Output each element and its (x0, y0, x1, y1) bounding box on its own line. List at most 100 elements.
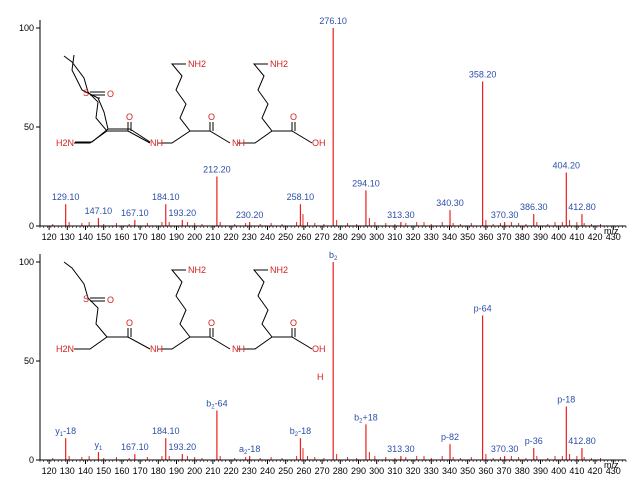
top-x-tick-label: 270 (315, 232, 330, 242)
bottom-x-tick-label: 210 (205, 466, 220, 476)
bottom-peak-label: a2-18 (239, 444, 260, 456)
carbonyl-oxygen-2: O (208, 318, 215, 328)
bottom-x-tick-label: 220 (224, 466, 239, 476)
carboxyl-oh: OH (312, 344, 326, 354)
top-peak-label: 358.20 (469, 69, 497, 79)
top-x-tick-label: 420 (588, 232, 603, 242)
top-x-tick-label: 150 (96, 232, 111, 242)
lysine-amine-1: NH2 (188, 59, 206, 69)
bottom-x-tick-label: 330 (424, 466, 439, 476)
bottom-x-tick-label: 170 (133, 466, 148, 476)
top-peak-label: 294.10 (352, 178, 380, 188)
sidechain-met (63, 261, 108, 338)
bottom-x-tick-label: 150 (96, 466, 111, 476)
bottom-x-tick-label: 120 (42, 466, 57, 476)
bottom-x-tick-label: 240 (260, 466, 275, 476)
top-peak-label: 147.10 (85, 206, 113, 216)
top-y-tick-label: 100 (19, 23, 34, 33)
carboxyl-oh: OH (312, 138, 326, 148)
bottom-x-tick-label: 270 (315, 466, 330, 476)
bottom-peak-label: p-36 (525, 436, 543, 446)
bottom-peptide-structure: S O H2N NH NH O O O OH NH2 NH2 H (56, 261, 326, 382)
bottom-x-tick-label: 190 (169, 466, 184, 476)
top-x-tick-label: 350 (460, 232, 475, 242)
carbonyl-oxygen-3: O (290, 112, 297, 122)
lysine-amine-2: NH2 (270, 265, 288, 275)
top-peak-label: 129.10 (52, 192, 80, 202)
top-peak-label: 412.80 (568, 202, 596, 212)
top-x-tick-label: 300 (369, 232, 384, 242)
carbonyl-bonds (127, 328, 296, 337)
bottom-x-tick-label: 160 (114, 466, 129, 476)
bottom-peak-label: p-82 (441, 432, 459, 442)
sulfoxide-oxygen: O (107, 89, 114, 99)
top-x-tick-label: 240 (260, 232, 275, 242)
bottom-x-tick-label: 180 (151, 466, 166, 476)
top-x-tick-label: 380 (515, 232, 530, 242)
top-peptide-structure: S O H2N NH NH O O O OH NH2 NH2 (56, 54, 326, 148)
bottom-x-tick-label: 360 (478, 466, 493, 476)
bottom-x-tick-label: 350 (460, 466, 475, 476)
backbone-main (74, 336, 313, 350)
amide-nh-2: NH (232, 138, 245, 148)
top-peak-label: 193.20 (169, 208, 197, 218)
top-y-tick-label: 50 (24, 122, 34, 132)
top-x-tick-label: 120 (42, 232, 57, 242)
top-peak-label: 276.10 (319, 16, 347, 26)
hydrogen-label: H (317, 372, 324, 382)
top-x-tick-label: 160 (114, 232, 129, 242)
top-x-tick-label: 310 (387, 232, 402, 242)
bottom-x-tick-label: 280 (333, 466, 348, 476)
bottom-x-tick-label: 250 (278, 466, 293, 476)
top-x-tick-label: 250 (278, 232, 293, 242)
bottom-peak-label: 167.10 (121, 442, 149, 452)
sidechain-lys-2 (252, 269, 273, 338)
bottom-x-tick-label: 380 (515, 466, 530, 476)
top-mz-axis-label: m/z (604, 226, 619, 236)
top-x-tick-label: 190 (169, 232, 184, 242)
n-terminal-amine: H2N (56, 344, 74, 354)
top-peak-label: 167.10 (121, 208, 149, 218)
top-x-tick-label: 290 (351, 232, 366, 242)
top-x-tick-label: 230 (242, 232, 257, 242)
top-x-tick-label: 280 (333, 232, 348, 242)
sidechain-met (63, 55, 108, 132)
sidechain-lys-2 (252, 63, 273, 132)
top-peak-label: 340.30 (436, 198, 464, 208)
bottom-peak-label: b2-18 (290, 426, 311, 438)
top-peak-label: 386.30 (520, 202, 548, 212)
backbone-main (74, 130, 313, 144)
sidechain-lys-1 (170, 269, 191, 338)
bottom-x-tick-label: 400 (551, 466, 566, 476)
bottom-x-tick-label: 340 (442, 466, 457, 476)
amide-nh-2: NH (232, 344, 245, 354)
bottom-peaks-layer (52, 262, 602, 460)
top-x-tick-label: 170 (133, 232, 148, 242)
top-y-tick-label: 0 (29, 221, 34, 231)
top-peak-label: 258.10 (287, 192, 315, 202)
bottom-y-tick-label: 0 (29, 455, 34, 465)
n-terminal-amine: H2N (56, 138, 74, 148)
bottom-x-tick-label: 290 (351, 466, 366, 476)
top-peak-label: 404.20 (553, 161, 581, 171)
top-peak-label: 313.30 (387, 210, 415, 220)
sulfoxide-bond (90, 91, 105, 96)
top-peaks-layer (52, 28, 602, 226)
bottom-peak-label: y1-18 (55, 426, 76, 438)
top-x-tick-label: 140 (78, 232, 93, 242)
carbonyl-oxygen-1: O (126, 318, 133, 328)
lysine-amine-2: NH2 (270, 59, 288, 69)
carbonyl-oxygen-2: O (208, 112, 215, 122)
bottom-x-tick-label: 130 (60, 466, 75, 476)
bottom-peak-label: p-18 (557, 395, 575, 405)
top-x-tick-label: 180 (151, 232, 166, 242)
top-peak-label: 370.30 (491, 210, 519, 220)
bottom-peak-label: 313.30 (387, 444, 415, 454)
top-peak-label: 184.10 (152, 192, 180, 202)
